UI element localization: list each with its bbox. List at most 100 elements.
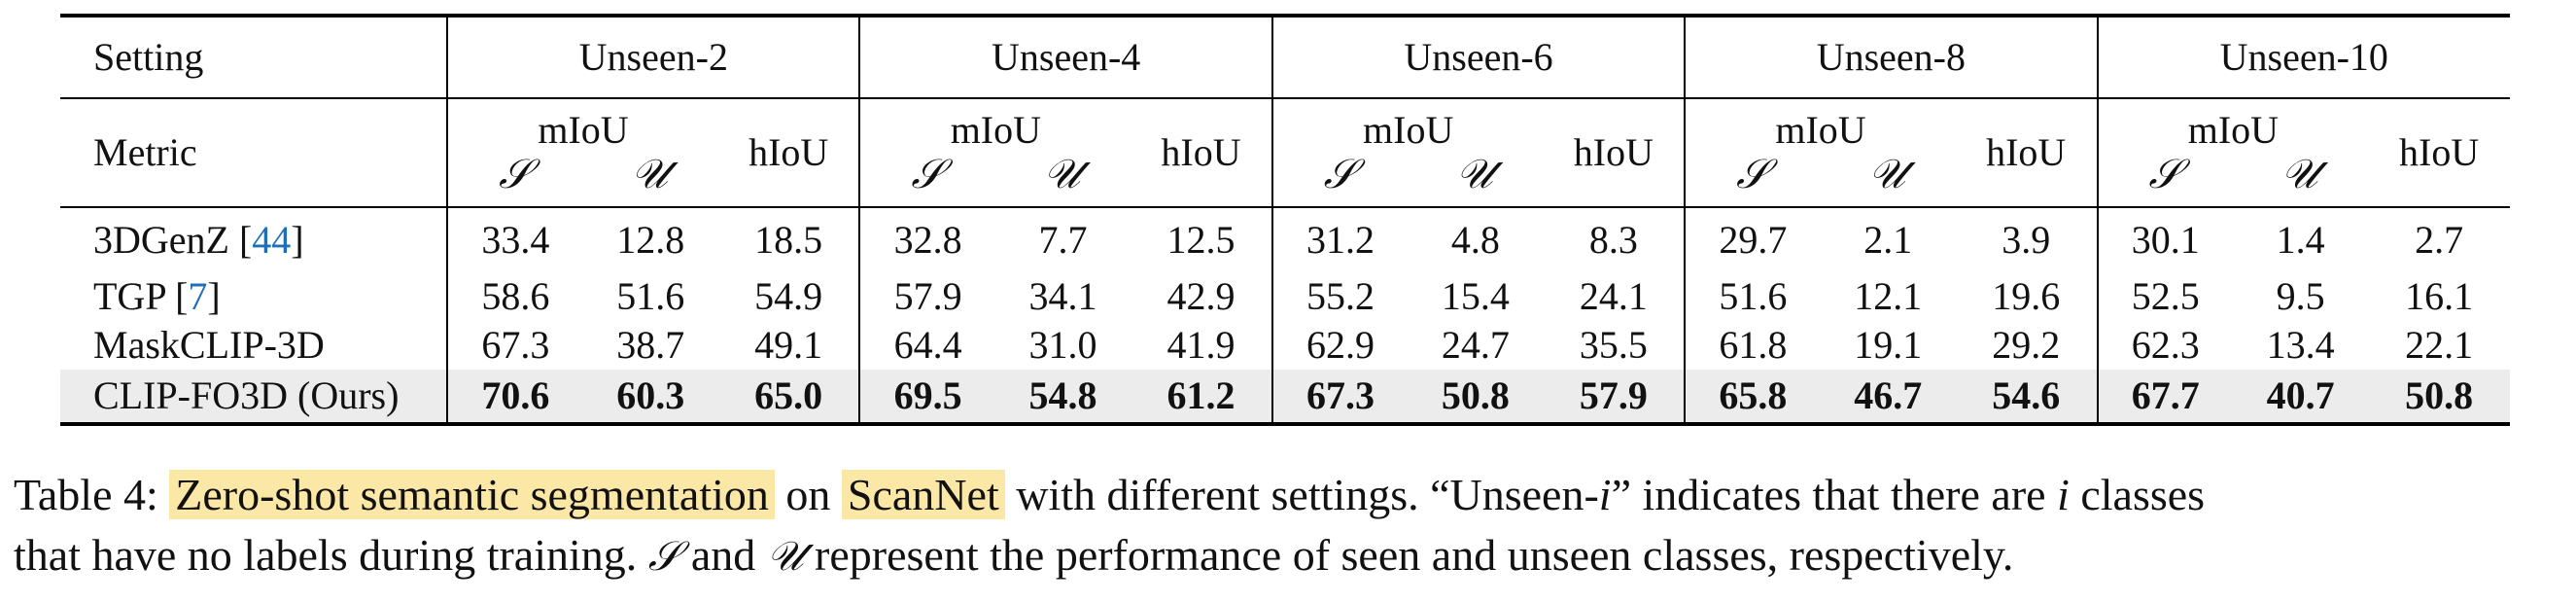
value-cell: 52.5 bbox=[2131, 274, 2200, 318]
value-cell: 35.5 bbox=[1543, 321, 1687, 370]
value-cell: 19.1 bbox=[1854, 323, 1923, 367]
highlighted-text: Zero-shot semantic segmentation bbox=[169, 470, 775, 519]
value-cell: 58.6 bbox=[481, 274, 550, 318]
value-cell: 51.6 bbox=[1719, 274, 1788, 318]
table-row-ours: CLIP-FO3D (Ours) 70.6 60.3 65.0 69.5 54.… bbox=[60, 370, 2510, 426]
table-row: MaskCLIP-3D 67.3 38.7 49.1 64.4 31.0 41.… bbox=[60, 321, 2510, 370]
seen-symbol: 𝒮 bbox=[1736, 149, 1768, 197]
unseen-symbol: 𝒰 bbox=[631, 149, 669, 197]
caption-line-1: Table 4: Zero-shot semantic segmentation… bbox=[14, 470, 2206, 519]
value-cell: 8.3 bbox=[1543, 206, 1687, 272]
value-cell: 57.9 bbox=[1543, 370, 1687, 426]
value-cell: 31.2 bbox=[1271, 206, 1409, 272]
miou-group: mIoU 𝒮 𝒰 bbox=[1685, 97, 1956, 207]
hiou-label: hIoU bbox=[717, 97, 861, 207]
caption-line-2: that have no labels during training. 𝒮 a… bbox=[14, 530, 2014, 580]
value-cell: 4.8 bbox=[1408, 206, 1544, 272]
unseen-symbol: 𝒰 bbox=[766, 532, 804, 580]
results-table: Setting Unseen-2 Unseen-4 Unseen-6 Unsee… bbox=[60, 14, 2510, 426]
value-cell: 33.4 bbox=[447, 206, 583, 272]
hiou-label: hIoU bbox=[1131, 97, 1273, 207]
value-cell: 1.4 bbox=[2232, 206, 2369, 272]
miou-label: mIoU bbox=[950, 107, 1042, 152]
unseen-symbol: 𝒰 bbox=[2280, 149, 2318, 197]
value-cell: 61.8 bbox=[1719, 323, 1788, 367]
miou-group: mIoU 𝒮 𝒰 bbox=[859, 97, 1131, 207]
header-row-metric: Metric mIoU 𝒮 𝒰 hIoU mIoU 𝒮 𝒰 hIoU mIoU 𝒮 𝒰 hI… bbox=[60, 97, 2510, 207]
table-row: TGP [7] 58.6 51.6 54.9 57.9 34.1 42.9 55… bbox=[60, 272, 2510, 321]
value-cell: 29.2 bbox=[1955, 321, 2099, 370]
hiou-label: hIoU bbox=[1955, 97, 2099, 207]
value-cell: 54.9 bbox=[717, 272, 861, 321]
value-cell: 62.3 bbox=[2131, 323, 2200, 367]
value-cell: 67.7 bbox=[2097, 370, 2233, 426]
setting-header: Unseen-10 bbox=[2097, 14, 2510, 98]
value-cell: 51.6 bbox=[616, 274, 685, 318]
value-cell: 38.7 bbox=[616, 323, 685, 367]
unseen-symbol: 𝒰 bbox=[1455, 149, 1493, 197]
value-cell: 24.1 bbox=[1543, 272, 1687, 321]
seen-symbol: 𝒮 bbox=[647, 532, 680, 580]
value-cell: 69.5 bbox=[859, 370, 995, 426]
setting-header: Unseen-4 bbox=[859, 14, 1273, 98]
citation-link[interactable]: 7 bbox=[188, 274, 208, 318]
miou-label: mIoU bbox=[538, 107, 629, 152]
value-cell: 54.6 bbox=[1955, 370, 2099, 426]
value-cell: 16.1 bbox=[2405, 274, 2474, 318]
setting-header: Unseen-6 bbox=[1271, 14, 1687, 98]
value-cell: 67.3 bbox=[1271, 370, 1409, 426]
highlighted-text: ScanNet bbox=[841, 470, 1005, 519]
method-name: CLIP-FO3D (Ours) bbox=[60, 370, 449, 426]
metric-label: Metric bbox=[60, 97, 449, 207]
value-cell: 34.1 bbox=[1028, 274, 1097, 318]
setting-header: Unseen-2 bbox=[447, 14, 861, 98]
value-cell: 22.1 bbox=[2405, 323, 2474, 367]
miou-label: mIoU bbox=[1363, 107, 1454, 152]
unseen-symbol: 𝒰 bbox=[1043, 149, 1081, 197]
method-name: MaskCLIP-3D bbox=[60, 321, 449, 370]
value-cell: 67.3 bbox=[481, 323, 550, 367]
hiou-label: hIoU bbox=[2368, 97, 2510, 207]
citation-link[interactable]: 44 bbox=[252, 218, 292, 262]
value-cell: 13.4 bbox=[2266, 323, 2335, 367]
value-cell: 24.7 bbox=[1441, 323, 1510, 367]
miou-group: mIoU 𝒮 𝒰 bbox=[1271, 97, 1544, 207]
value-cell: 12.5 bbox=[1131, 206, 1273, 272]
value-cell: 61.2 bbox=[1131, 370, 1273, 426]
value-cell: 40.7 bbox=[2232, 370, 2369, 426]
value-cell: 54.8 bbox=[994, 370, 1131, 426]
setting-header: Unseen-8 bbox=[1685, 14, 2099, 98]
value-cell: 2.7 bbox=[2368, 206, 2510, 272]
seen-symbol: 𝒮 bbox=[1323, 149, 1356, 197]
value-cell: 31.0 bbox=[1028, 323, 1097, 367]
value-cell: 57.9 bbox=[893, 274, 962, 318]
table-row: 3DGenZ [44] 33.4 12.8 18.5 32.8 7.7 12.5… bbox=[60, 206, 2510, 272]
miou-label: mIoU bbox=[1775, 107, 1866, 152]
value-cell: 30.1 bbox=[2097, 206, 2233, 272]
value-cell: 7.7 bbox=[994, 206, 1131, 272]
value-cell: 12.1 bbox=[1854, 274, 1923, 318]
seen-symbol: 𝒮 bbox=[911, 149, 943, 197]
value-cell: 50.8 bbox=[1408, 370, 1544, 426]
miou-label: mIoU bbox=[2187, 107, 2280, 152]
seen-symbol: 𝒮 bbox=[2148, 149, 2180, 197]
value-cell: 29.7 bbox=[1685, 206, 1821, 272]
value-cell: 2.1 bbox=[1820, 206, 1956, 272]
value-cell: 42.9 bbox=[1131, 272, 1273, 321]
value-cell: 3.9 bbox=[1955, 206, 2099, 272]
miou-group: mIoU 𝒮 𝒰 bbox=[447, 97, 718, 207]
value-cell: 41.9 bbox=[1131, 321, 1273, 370]
math-var: i bbox=[1598, 470, 1612, 519]
method-name: TGP [7] bbox=[60, 272, 449, 321]
value-cell: 60.3 bbox=[582, 370, 718, 426]
value-cell: 18.5 bbox=[717, 206, 861, 272]
hiou-label: hIoU bbox=[1543, 97, 1687, 207]
value-cell: 19.6 bbox=[1955, 272, 2099, 321]
value-cell: 12.8 bbox=[582, 206, 718, 272]
method-name: 3DGenZ [44] bbox=[60, 206, 449, 272]
value-cell: 55.2 bbox=[1306, 274, 1375, 318]
value-cell: 65.8 bbox=[1685, 370, 1821, 426]
value-cell: 9.5 bbox=[2276, 274, 2325, 318]
math-var: i bbox=[2057, 470, 2070, 519]
